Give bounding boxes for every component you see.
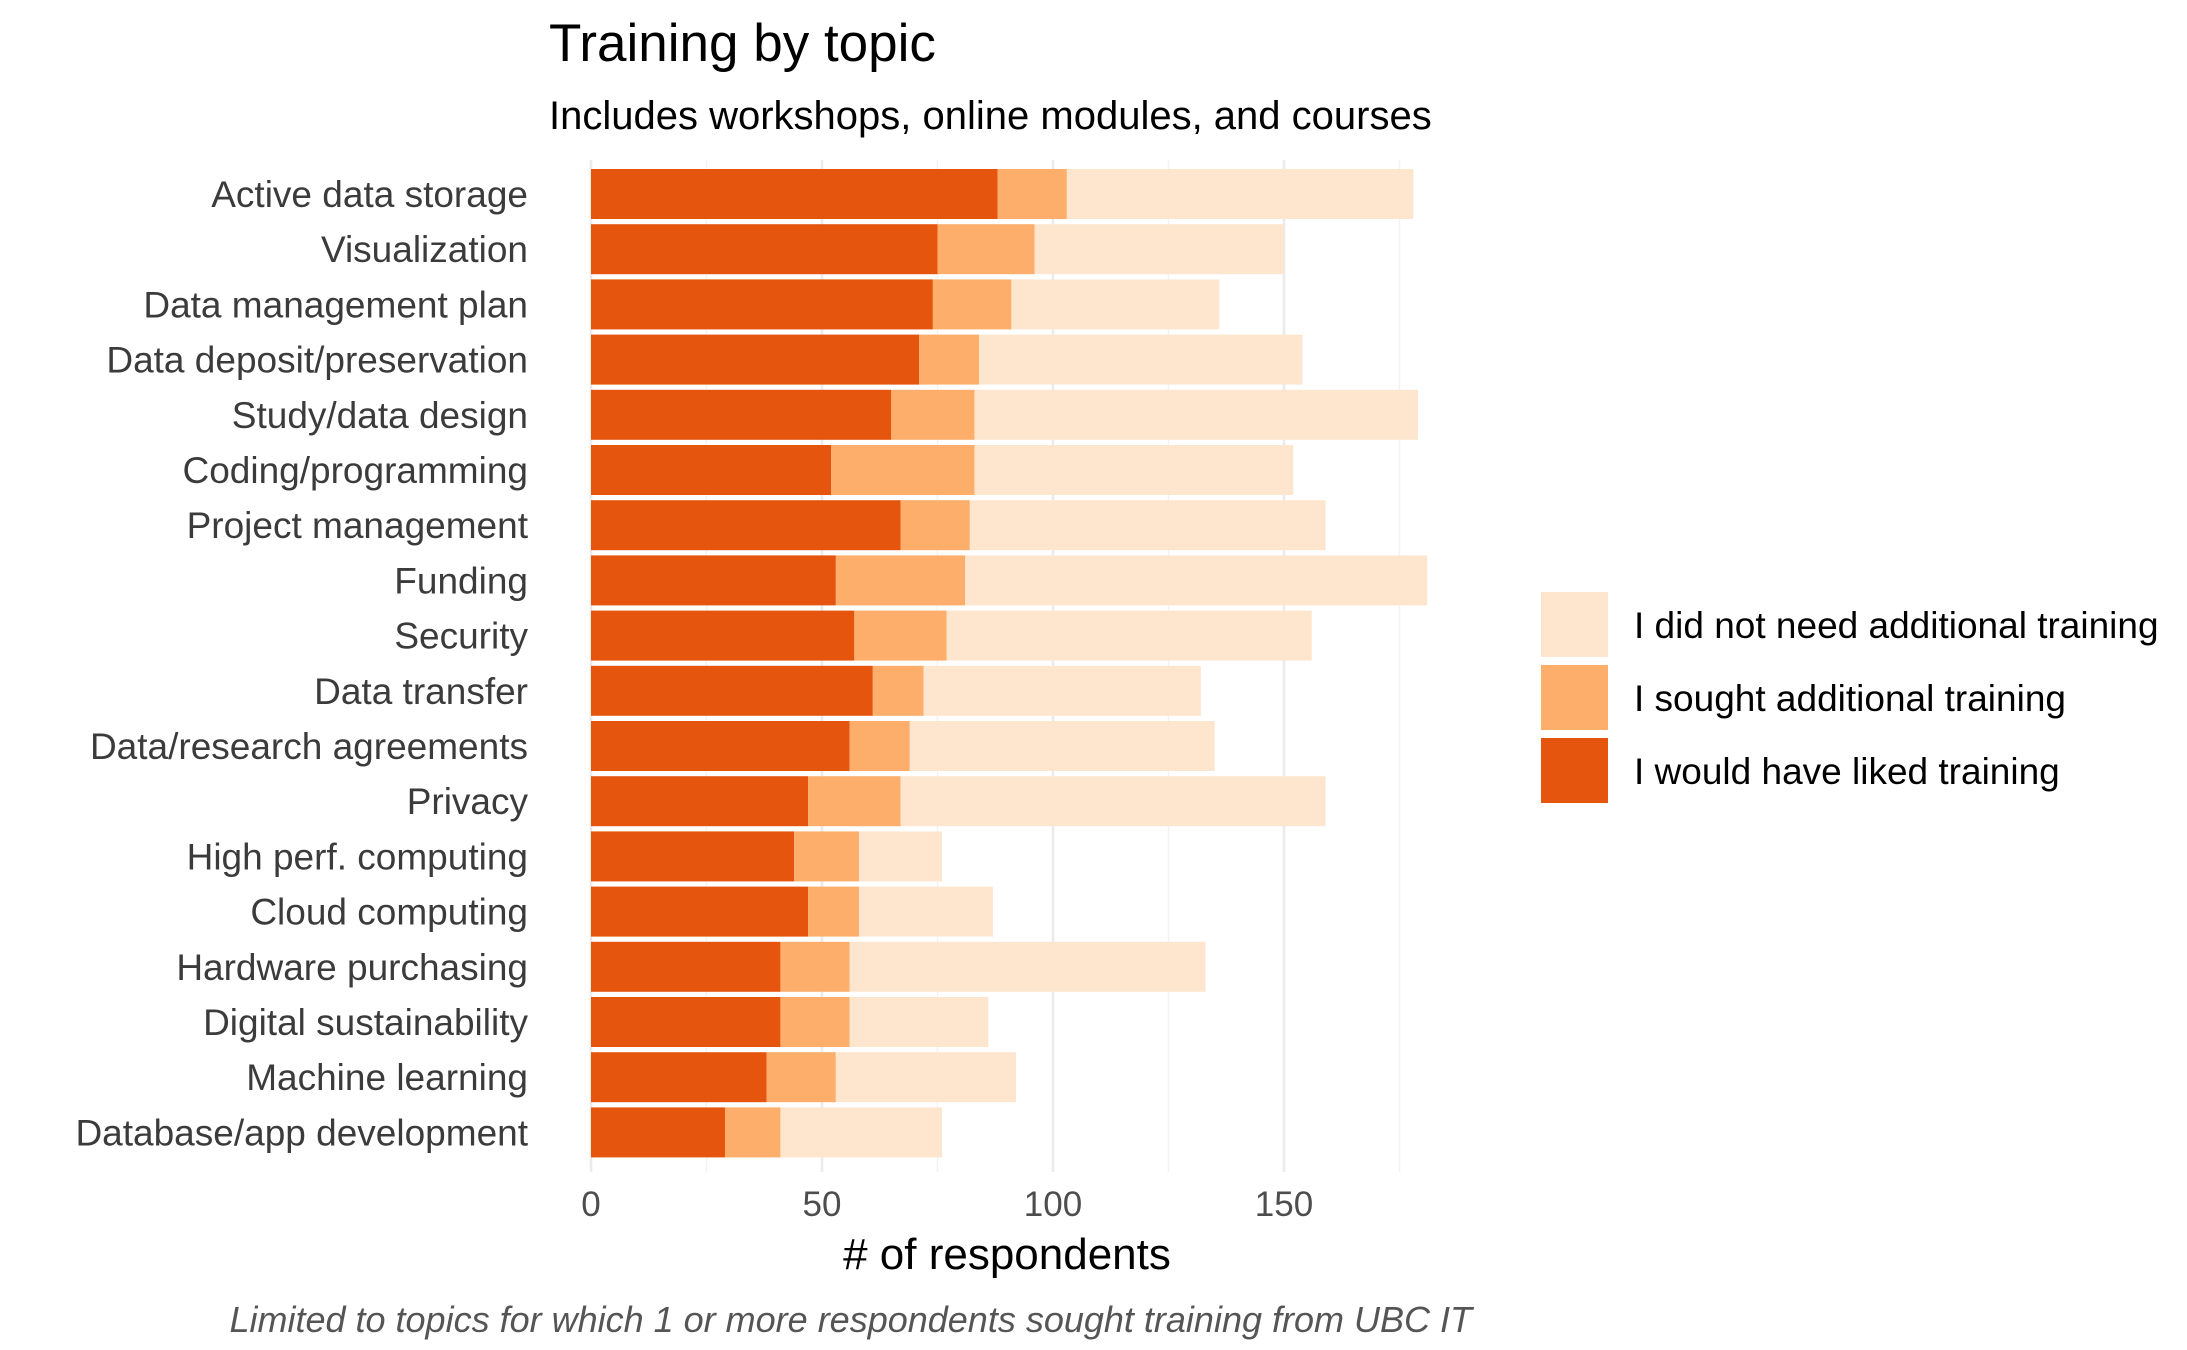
bar-segment-2 bbox=[831, 445, 975, 495]
bar-segment-3 bbox=[965, 555, 1428, 606]
category-label: Security bbox=[394, 616, 528, 657]
category-label: Project management bbox=[187, 505, 529, 546]
bar-segment-3 bbox=[849, 941, 1206, 992]
bar-segment-1 bbox=[591, 445, 832, 495]
legend-label: I would have liked training bbox=[1634, 751, 2060, 792]
bar-segment-1 bbox=[591, 665, 873, 716]
bar-segment-2 bbox=[780, 941, 850, 992]
x-tick-label: 150 bbox=[1255, 1185, 1313, 1224]
bar-segment-1 bbox=[591, 1052, 767, 1103]
bar-segment-2 bbox=[891, 389, 975, 440]
bar-segment-1 bbox=[591, 941, 781, 992]
bar-segment-2 bbox=[872, 665, 924, 716]
legend-label: I sought additional training bbox=[1634, 678, 2066, 719]
bar-segment-2 bbox=[937, 224, 1035, 275]
category-label: Study/data design bbox=[232, 395, 528, 436]
category-label: Machine learning bbox=[246, 1057, 528, 1098]
bar-segment-2 bbox=[724, 1107, 781, 1158]
bar-segment-2 bbox=[854, 610, 947, 661]
category-labels: Active data storage Visualization Data man… bbox=[75, 174, 528, 1153]
bar-segment-1 bbox=[591, 776, 809, 827]
category-label: Cloud computing bbox=[250, 892, 528, 933]
bar-segment-3 bbox=[849, 997, 989, 1047]
legend-swatch bbox=[1541, 665, 1608, 730]
bar-segment-1 bbox=[591, 500, 901, 551]
legend-swatch bbox=[1541, 738, 1608, 803]
bar-segment-1 bbox=[591, 610, 855, 661]
bar-segment-3 bbox=[1066, 169, 1414, 219]
bar-segment-2 bbox=[835, 555, 966, 606]
bar-segment-3 bbox=[909, 721, 1215, 771]
bar-segment-1 bbox=[591, 224, 938, 275]
category-label: Data deposit/preservation bbox=[106, 340, 528, 381]
bar-segment-3 bbox=[900, 776, 1326, 827]
bar-segment-3 bbox=[858, 831, 943, 882]
x-tick-label: 0 bbox=[581, 1185, 600, 1224]
x-axis-title: # of respondents bbox=[843, 1230, 1171, 1279]
bar-segment-2 bbox=[780, 997, 850, 1047]
bar-segment-2 bbox=[794, 831, 859, 882]
category-label: High perf. computing bbox=[187, 836, 528, 877]
category-label: Data management plan bbox=[143, 284, 528, 325]
chart-title: Training by topic bbox=[549, 14, 936, 73]
category-label: Hardware purchasing bbox=[176, 947, 528, 988]
category-label: Visualization bbox=[321, 229, 528, 270]
category-label: Digital sustainability bbox=[203, 1002, 528, 1043]
bar-segment-1 bbox=[591, 169, 998, 219]
category-label: Active data storage bbox=[211, 174, 528, 215]
bar-segment-2 bbox=[919, 334, 980, 385]
legend-label: I did not need additional training bbox=[1634, 605, 2159, 646]
bar-segment-1 bbox=[591, 389, 892, 440]
bar-segment-3 bbox=[1011, 279, 1220, 330]
bar-segment-3 bbox=[974, 389, 1418, 440]
bar-segment-3 bbox=[969, 500, 1326, 551]
bar-segment-2 bbox=[808, 776, 901, 827]
bar-segment-3 bbox=[1034, 224, 1284, 275]
legend: I did not need additional training I soug… bbox=[1541, 592, 2159, 803]
category-label: Coding/programming bbox=[182, 450, 528, 491]
bar-segment-3 bbox=[858, 886, 993, 937]
bar-segment-2 bbox=[766, 1052, 836, 1103]
bar-segment-3 bbox=[979, 334, 1303, 385]
bar-segment-1 bbox=[591, 886, 809, 937]
legend-swatch bbox=[1541, 592, 1608, 657]
chart-caption: Limited to topics for which 1 or more re… bbox=[229, 1299, 1475, 1340]
bar-segment-3 bbox=[835, 1052, 1017, 1103]
category-label: Privacy bbox=[407, 781, 529, 822]
bar-segment-1 bbox=[591, 279, 933, 330]
category-label: Database/app development bbox=[75, 1112, 528, 1153]
bar-segment-1 bbox=[591, 334, 920, 385]
category-label: Funding bbox=[394, 560, 528, 601]
bar-segment-2 bbox=[932, 279, 1012, 330]
x-axis-ticks: 0 50 100 150 bbox=[581, 1185, 1313, 1224]
chart-subtitle: Includes workshops, online modules, and … bbox=[549, 94, 1432, 138]
bar-segment-1 bbox=[591, 831, 795, 882]
bar-segment-2 bbox=[849, 721, 910, 771]
bar-segment-3 bbox=[974, 445, 1294, 495]
x-tick-label: 50 bbox=[803, 1185, 842, 1224]
bar-segment-3 bbox=[780, 1107, 943, 1158]
category-label: Data/research agreements bbox=[90, 726, 528, 767]
bar-segment-1 bbox=[591, 997, 781, 1047]
bar-segment-2 bbox=[808, 886, 859, 937]
bar-segment-2 bbox=[900, 500, 970, 551]
bar-segment-1 bbox=[591, 1107, 725, 1158]
bar-segment-3 bbox=[923, 665, 1201, 716]
category-label: Data transfer bbox=[314, 671, 528, 712]
x-tick-label: 100 bbox=[1024, 1185, 1082, 1224]
bar-segment-1 bbox=[591, 555, 836, 606]
bar-segment-2 bbox=[997, 169, 1067, 219]
bar-segment-3 bbox=[946, 610, 1312, 661]
bars bbox=[591, 169, 1428, 1158]
bar-segment-1 bbox=[591, 721, 850, 771]
